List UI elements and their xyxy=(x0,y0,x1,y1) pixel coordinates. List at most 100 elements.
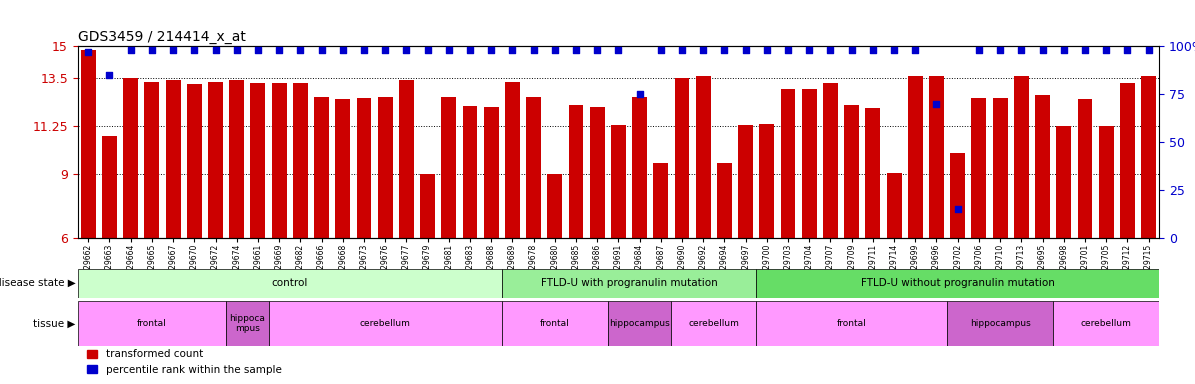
Bar xyxy=(547,174,562,366)
Point xyxy=(630,91,649,97)
Text: FTLD-U with progranulin mutation: FTLD-U with progranulin mutation xyxy=(540,278,717,288)
Bar xyxy=(1013,76,1029,366)
Point xyxy=(270,47,289,53)
Point xyxy=(185,47,204,53)
Point xyxy=(121,47,140,53)
Bar xyxy=(1078,99,1092,366)
Bar xyxy=(81,50,96,366)
Text: cerebellum: cerebellum xyxy=(688,319,740,328)
Bar xyxy=(1056,126,1071,366)
Point xyxy=(842,47,862,53)
Bar xyxy=(780,89,796,366)
Point xyxy=(1097,47,1116,53)
Bar xyxy=(123,78,139,366)
Point xyxy=(566,47,586,53)
Point xyxy=(482,47,501,53)
Point xyxy=(1032,47,1052,53)
Point xyxy=(1054,47,1073,53)
Text: frontal: frontal xyxy=(836,319,866,328)
Point xyxy=(927,101,946,107)
Bar xyxy=(887,173,901,366)
Bar xyxy=(78,269,502,298)
Point xyxy=(991,47,1010,53)
Bar xyxy=(356,98,372,366)
Bar xyxy=(569,105,583,366)
Bar xyxy=(1035,95,1050,366)
Bar xyxy=(399,80,413,366)
Bar xyxy=(908,76,923,366)
Bar xyxy=(226,301,269,346)
Text: hippocampus: hippocampus xyxy=(969,319,1030,328)
Bar xyxy=(269,301,502,346)
Bar xyxy=(102,136,117,366)
Bar xyxy=(186,84,202,366)
Text: FTLD-U without progranulin mutation: FTLD-U without progranulin mutation xyxy=(860,278,1055,288)
Point xyxy=(799,47,819,53)
Bar xyxy=(760,124,774,366)
Point xyxy=(884,47,903,53)
Text: GDS3459 / 214414_x_at: GDS3459 / 214414_x_at xyxy=(78,30,245,44)
Bar xyxy=(378,97,393,366)
Bar xyxy=(271,83,287,366)
Bar xyxy=(611,125,626,366)
Point xyxy=(418,47,437,53)
Bar xyxy=(756,301,948,346)
Bar xyxy=(948,301,1053,346)
Bar xyxy=(756,269,1159,298)
Point xyxy=(863,47,882,53)
Point xyxy=(312,47,331,53)
Bar xyxy=(314,97,329,366)
Point xyxy=(588,47,607,53)
Point xyxy=(333,47,353,53)
Bar xyxy=(229,80,244,366)
Point xyxy=(758,47,777,53)
Bar xyxy=(502,269,756,298)
Point xyxy=(164,47,183,53)
Bar xyxy=(145,82,159,366)
Bar xyxy=(78,301,226,346)
Bar xyxy=(972,98,986,366)
Point xyxy=(290,47,310,53)
Bar xyxy=(441,97,456,366)
Bar xyxy=(993,98,1007,366)
Bar xyxy=(166,80,180,366)
Text: frontal: frontal xyxy=(540,319,570,328)
Point xyxy=(79,49,98,55)
Point xyxy=(100,72,120,78)
Bar xyxy=(608,301,672,346)
Point xyxy=(715,47,734,53)
Point xyxy=(375,47,394,53)
Point xyxy=(651,47,670,53)
Point xyxy=(906,47,925,53)
Bar xyxy=(675,78,690,366)
Bar xyxy=(1053,301,1159,346)
Text: tissue ▶: tissue ▶ xyxy=(33,318,75,329)
Point xyxy=(460,47,479,53)
Bar xyxy=(844,105,859,366)
Bar xyxy=(672,301,756,346)
Point xyxy=(355,47,374,53)
Bar xyxy=(505,82,520,366)
Point xyxy=(736,47,755,53)
Point xyxy=(673,47,692,53)
Bar xyxy=(484,107,498,366)
Bar xyxy=(526,97,541,366)
Bar xyxy=(823,83,838,366)
Point xyxy=(397,47,416,53)
Bar xyxy=(654,164,668,366)
Point xyxy=(821,47,840,53)
Point xyxy=(545,47,564,53)
Point xyxy=(948,206,967,212)
Text: cerebellum: cerebellum xyxy=(1080,319,1132,328)
Point xyxy=(1139,47,1158,53)
Point xyxy=(608,47,627,53)
Text: hippocampus: hippocampus xyxy=(609,319,670,328)
Bar xyxy=(695,76,711,366)
Point xyxy=(227,47,246,53)
Text: cerebellum: cerebellum xyxy=(360,319,411,328)
Bar xyxy=(1098,126,1114,366)
Bar xyxy=(1141,76,1156,366)
Point xyxy=(525,47,544,53)
Bar xyxy=(208,82,223,366)
Bar xyxy=(632,97,646,366)
